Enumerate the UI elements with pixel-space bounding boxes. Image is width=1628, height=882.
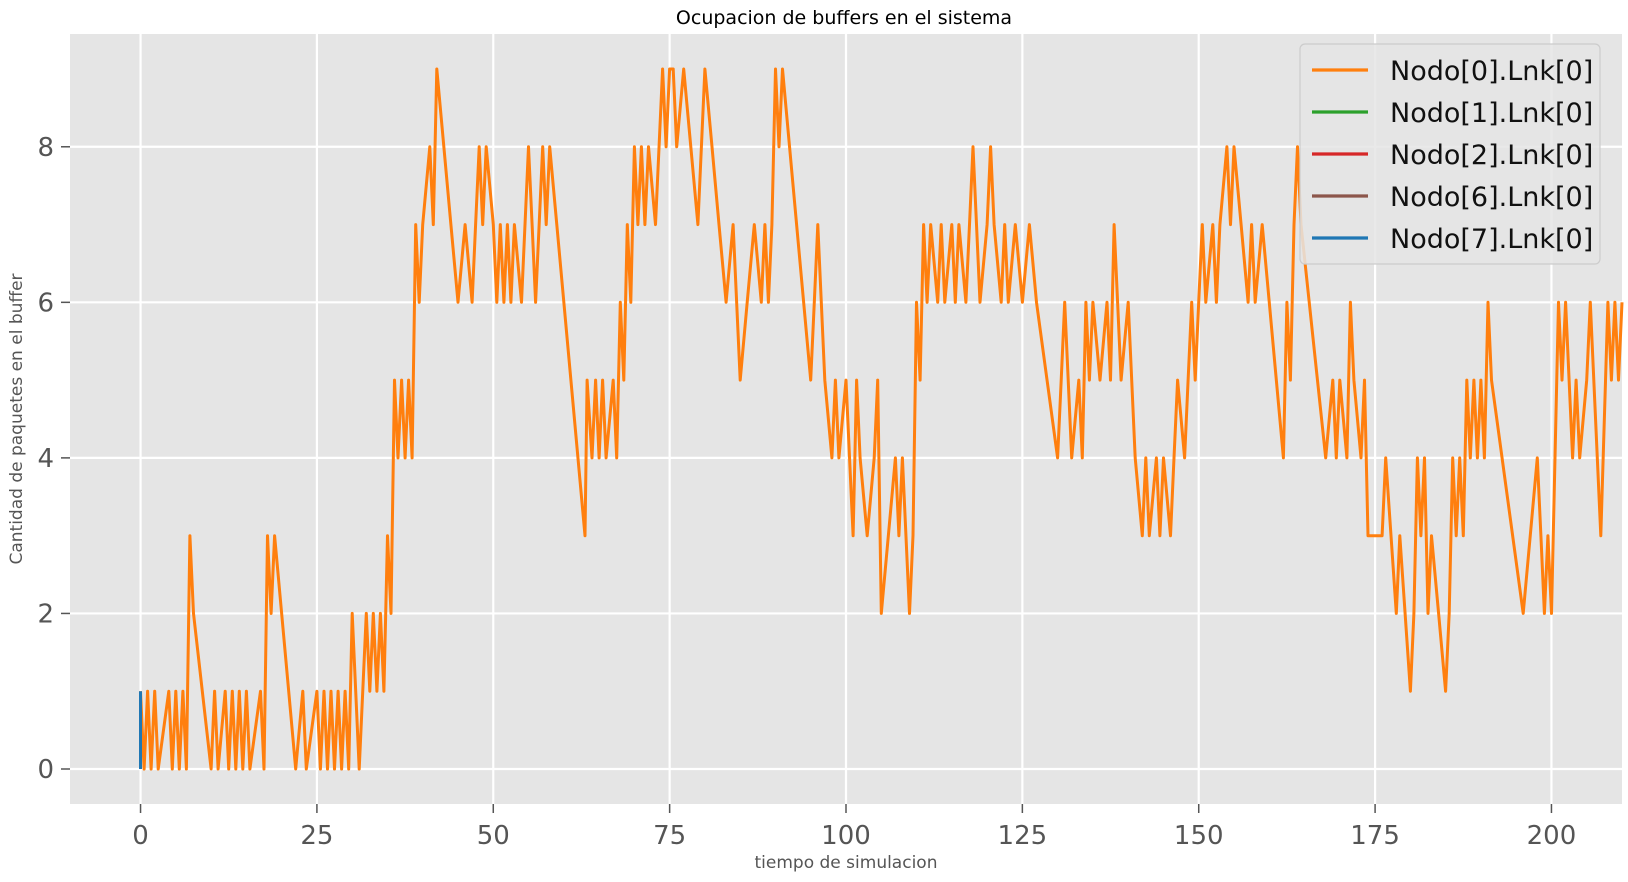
x-tick-label: 200 (1527, 821, 1577, 851)
x-axis-label: tiempo de simulacion (755, 853, 938, 873)
legend-label: Nodo[7].Lnk[0] (1390, 224, 1593, 255)
y-tick-label: 6 (37, 288, 54, 318)
series-line (139, 67, 1624, 771)
y-tick-label: 4 (37, 444, 54, 474)
x-tick-label: 100 (821, 821, 871, 851)
series-lines (139, 67, 1624, 771)
y-axis-label: Cantidad de paquetes en el buffer (7, 273, 27, 564)
legend-label: Nodo[1].Lnk[0] (1390, 98, 1593, 129)
legend: Nodo[0].Lnk[0] Nodo[1].Lnk[0] Nodo[2].Lnk[… (1299, 43, 1601, 265)
x-axis-ticks: 0 25 50 75 100 125 150 175 200 (132, 804, 1576, 851)
x-tick-label: 175 (1350, 821, 1400, 851)
y-tick-label: 2 (37, 599, 54, 629)
y-tick-label: 8 (37, 133, 54, 163)
x-tick-label: 150 (1174, 821, 1224, 851)
y-tick-label: 0 (37, 755, 54, 785)
y-axis-ticks: 0 2 4 6 8 (37, 133, 70, 785)
legend-box (1299, 43, 1601, 265)
legend-label: Nodo[2].Lnk[0] (1390, 140, 1593, 171)
legend-label: Nodo[6].Lnk[0] (1390, 182, 1593, 213)
x-tick-label: 50 (477, 821, 510, 851)
legend-label: Nodo[0].Lnk[0] (1390, 56, 1593, 87)
x-tick-label: 25 (300, 821, 333, 851)
x-tick-label: 0 (132, 821, 149, 851)
chart-title: Ocupacion de buffers en el sistema (676, 7, 1012, 29)
x-tick-label: 125 (998, 821, 1048, 851)
x-tick-label: 75 (653, 821, 686, 851)
